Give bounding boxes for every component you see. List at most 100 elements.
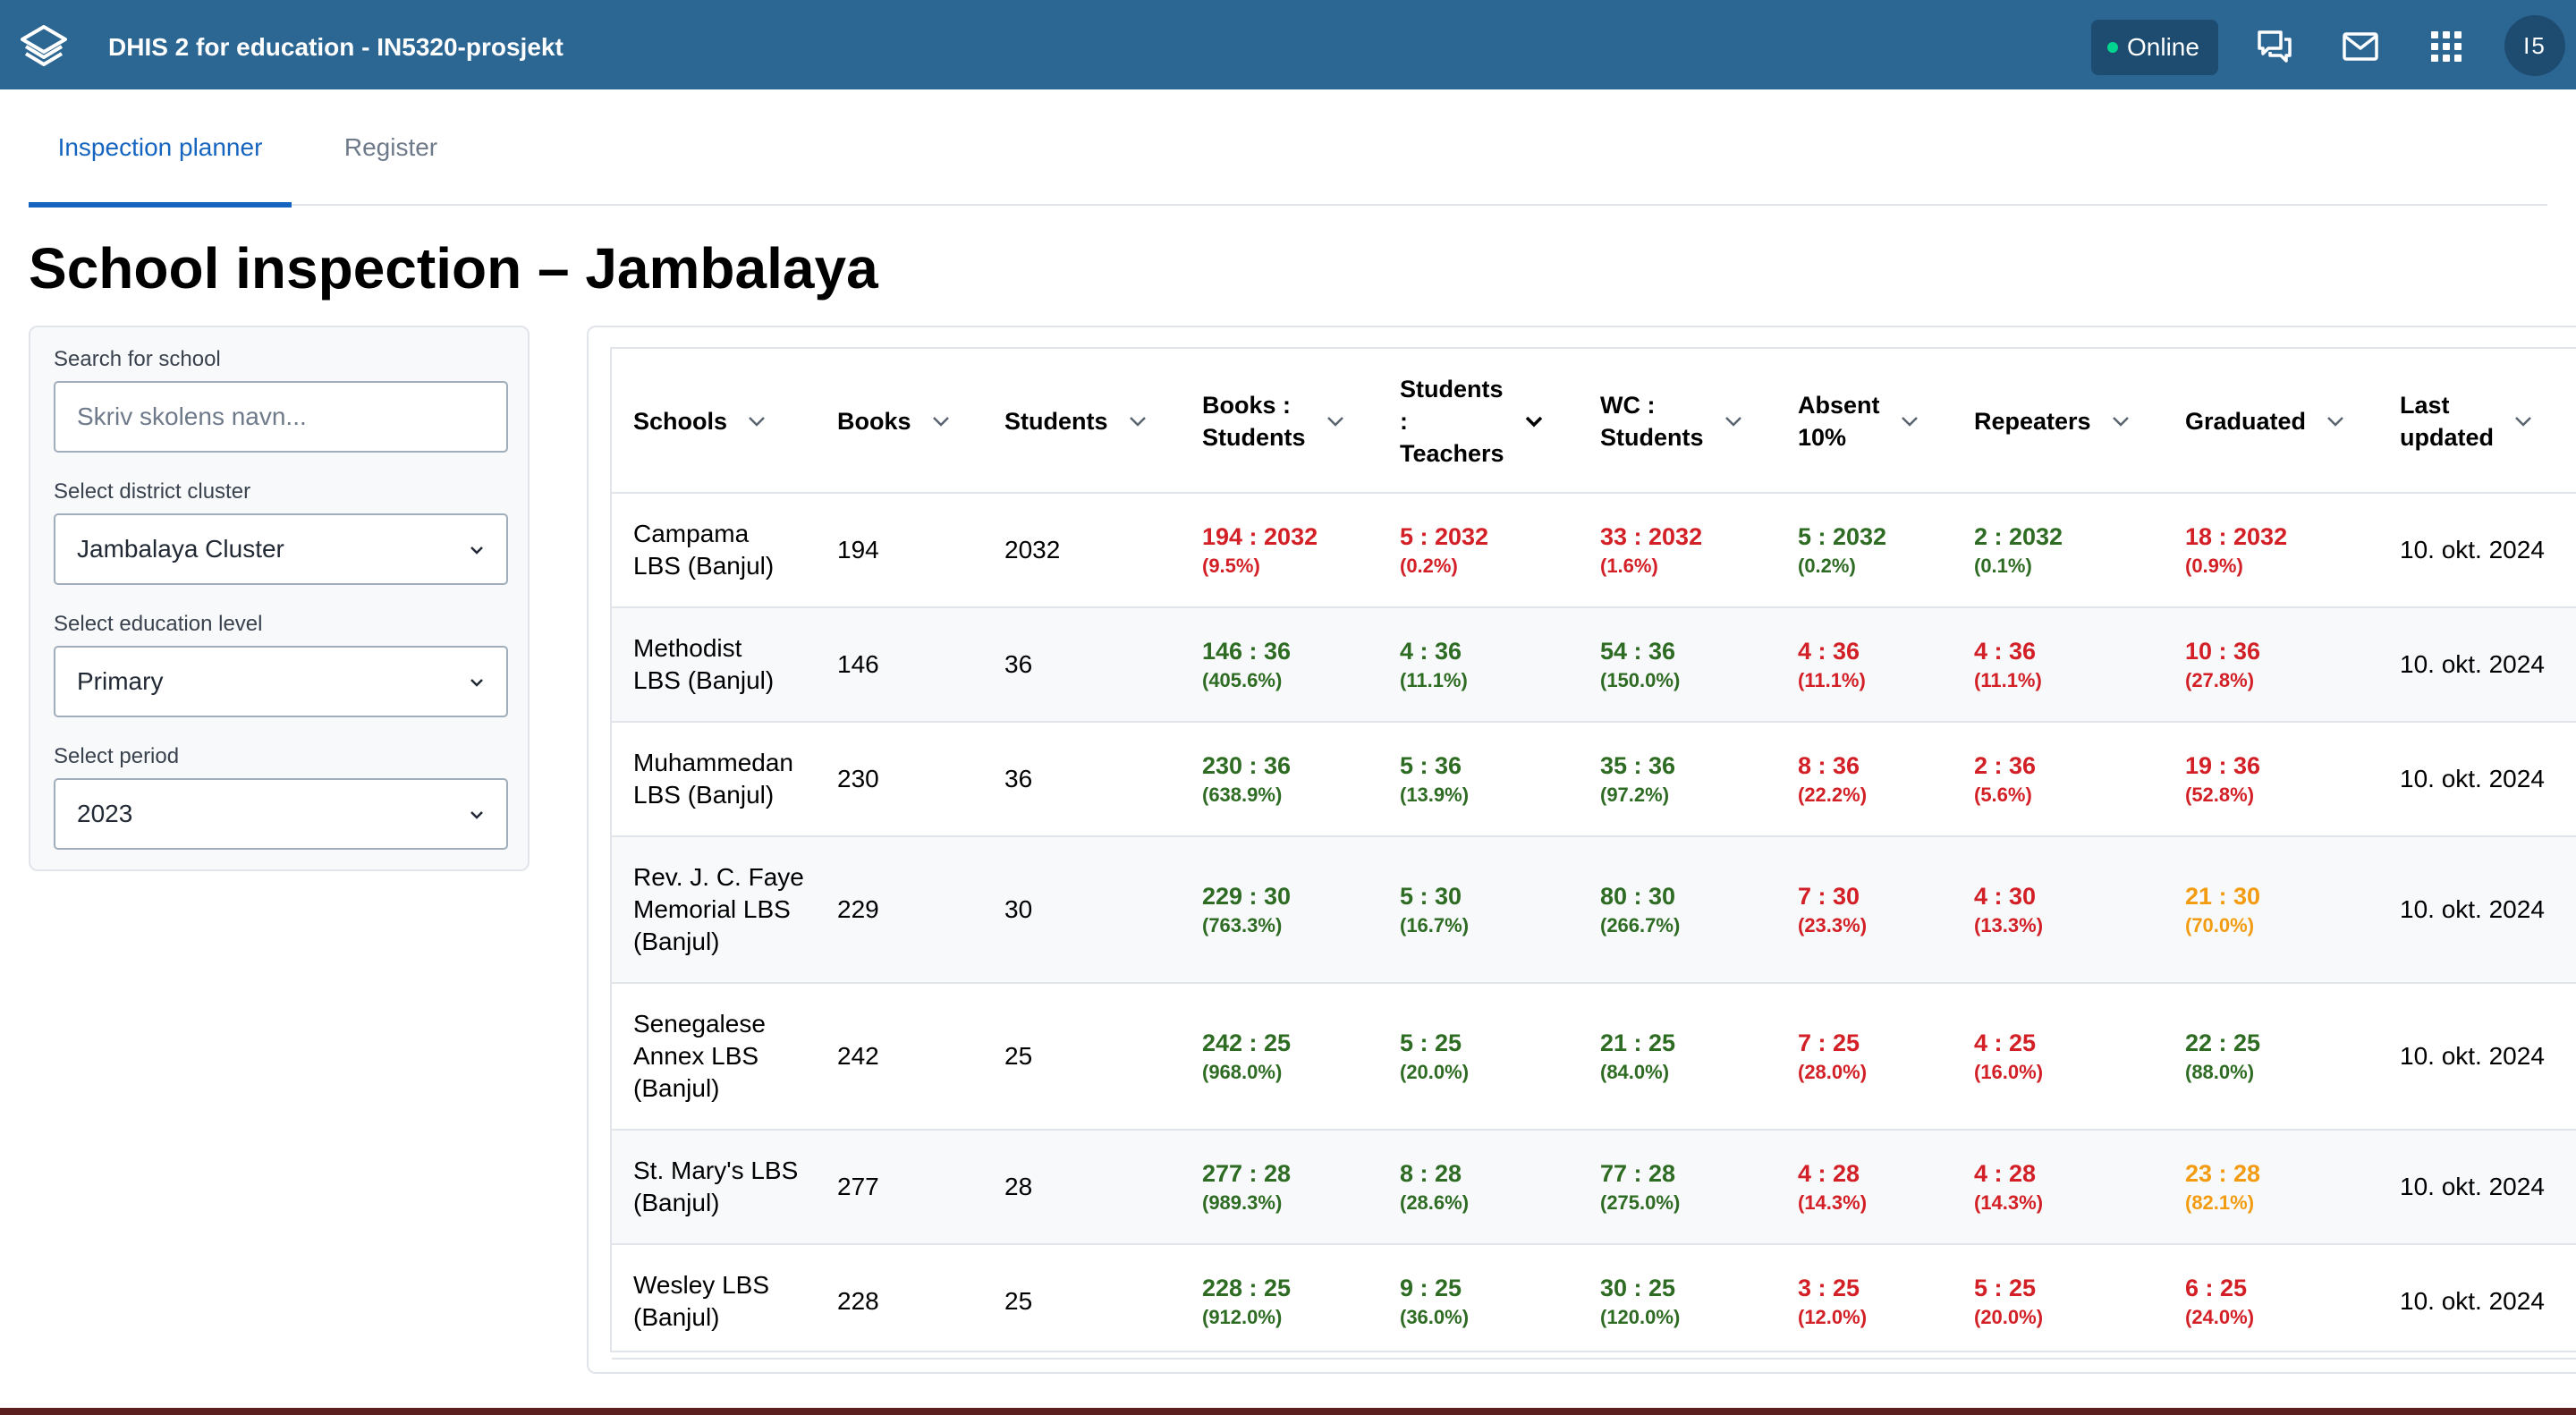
ratio-percent: (0.2%) [1400,555,1458,577]
books-cell: 277 [837,1173,879,1200]
ratio-cell-books-students: 228 : 25 (912.0%) [1202,1245,1394,1358]
column-header-label: Students : Teachers [1400,376,1504,467]
level-select-value: Primary [77,667,164,695]
last-updated-cell: 10. okt. 2024 [2400,765,2545,792]
ratio-value: 33 : 2032 (1.6%) [1600,521,1702,580]
ratio-cell-graduated: 6 : 25 (24.0%) [2185,1245,2395,1358]
school-name-cell: Rev. J. C. Faye Memorial LBS (Banjul) [633,863,804,955]
ratio-percent: (1.6%) [1600,555,1658,577]
ratio-value: 229 : 30 (763.3%) [1202,880,1291,939]
column-header-students-teachers[interactable]: Students : Teachers [1400,349,1592,494]
ratio-text: 9 : 25 [1400,1275,1462,1301]
column-header-books[interactable]: Books [837,349,998,494]
ratio-value: 23 : 28 (82.1%) [2185,1157,2260,1216]
column-header-students[interactable]: Students [1004,349,1197,494]
ratio-text: 5 : 2032 [1798,523,1887,550]
ratio-percent: (22.2%) [1798,784,1868,806]
mail-icon[interactable] [2338,24,2383,69]
sort-chevron-icon[interactable] [931,415,951,428]
ratio-value: 2 : 2032 (0.1%) [1974,521,2063,580]
column-header-schools[interactable]: Schools [633,349,830,494]
school-name-cell: Muhammedan LBS (Banjul) [633,749,793,809]
ratio-percent: (11.1%) [1798,669,1866,691]
sort-chevron-icon[interactable] [1524,415,1544,428]
user-avatar[interactable]: I5 [2504,15,2565,76]
ratio-text: 229 : 30 [1202,883,1292,910]
tab-inspection-planner[interactable]: Inspection planner [29,89,292,208]
sort-chevron-icon[interactable] [1900,415,1919,428]
ratio-value: 194 : 2032 (9.5%) [1202,521,1318,580]
column-header-label: Schools [633,408,728,435]
ratio-text: 18 : 2032 [2185,523,2288,550]
column-header-last-updated[interactable]: Last updated [2400,349,2576,494]
ratio-cell-wc-students: 77 : 28 (275.0%) [1600,1131,1792,1243]
ratio-cell-students-teachers: 5 : 2032 (0.2%) [1400,494,1592,606]
table-row: Muhammedan LBS (Banjul) 230 36 230 : 36 (638… [612,723,2576,837]
ratio-cell-wc-students: 80 : 30 (266.7%) [1600,837,1792,982]
ratio-value: 10 : 36 (27.8%) [2185,635,2260,694]
ratio-percent: (16.7%) [1400,914,1470,936]
top-bar: DHIS 2 for education - IN5320-prosjekt O… [0,0,2576,89]
school-name-cell: Campama LBS (Banjul) [633,520,775,580]
ratio-value: 6 : 25 (24.0%) [2185,1272,2254,1331]
ratio-percent: (14.3%) [1798,1191,1868,1214]
sort-chevron-icon[interactable] [2111,415,2131,428]
ratio-text: 4 : 36 [1400,638,1462,665]
column-header-repeaters[interactable]: Repeaters [1974,349,2180,494]
ratio-value: 5 : 2032 (0.2%) [1400,521,1488,580]
sort-chevron-icon[interactable] [747,415,767,428]
column-header-graduated[interactable]: Graduated [2185,349,2395,494]
ratio-text: 21 : 30 [2185,883,2261,910]
students-cell: 30 [1004,895,1033,923]
ratio-cell-wc-students: 35 : 36 (97.2%) [1600,723,1792,835]
ratio-text: 35 : 36 [1600,752,1676,779]
search-input[interactable] [77,402,470,431]
messages-icon[interactable] [2252,24,2297,69]
ratio-cell-graduated: 18 : 2032 (0.9%) [2185,494,2395,606]
table-row: Methodist LBS (Banjul) 146 36 146 : 36 (405.… [612,608,2576,723]
apps-grid-icon[interactable] [2424,24,2469,69]
ratio-value: 4 : 28 (14.3%) [1974,1157,2043,1216]
schools-table: Schools Books Students Books : Students Stud… [610,347,2576,1360]
period-label: Select period [54,744,180,768]
column-header-absent[interactable]: Absent 10% [1798,349,1968,494]
ratio-value: 4 : 36 (11.1%) [1400,635,1468,694]
sort-chevron-icon[interactable] [1128,415,1148,428]
ratio-cell-repeaters: 4 : 36 (11.1%) [1974,608,2180,721]
cluster-select-value: Jambalaya Cluster [77,535,284,563]
education-level-select[interactable]: Primary [54,646,508,717]
sort-chevron-icon[interactable] [2513,415,2533,428]
ratio-value: 7 : 25 (28.0%) [1798,1027,1867,1086]
ratio-cell-students-teachers: 8 : 28 (28.6%) [1400,1131,1592,1243]
ratio-percent: (0.1%) [1974,555,2032,577]
online-label: Online [2127,33,2199,61]
ratio-text: 80 : 30 [1600,883,1676,910]
sort-chevron-icon[interactable] [1724,415,1743,428]
ratio-value: 35 : 36 (97.2%) [1600,750,1675,809]
ratio-text: 6 : 25 [2185,1275,2248,1301]
sort-chevron-icon[interactable] [2326,415,2345,428]
students-cell: 36 [1004,650,1033,678]
last-updated-cell: 10. okt. 2024 [2400,1042,2545,1070]
ratio-percent: (0.2%) [1798,555,1856,577]
ratio-cell-repeaters: 4 : 25 (16.0%) [1974,984,2180,1129]
bottom-edge [0,1408,2576,1415]
column-header-books-students[interactable]: Books : Students [1202,349,1394,494]
ratio-text: 228 : 25 [1202,1275,1292,1301]
ratio-percent: (13.3%) [1974,914,2044,936]
level-label: Select education level [54,612,263,636]
ratio-text: 4 : 28 [1798,1160,1860,1187]
online-status-badge: Online [2091,20,2218,75]
ratio-value: 5 : 2032 (0.2%) [1798,521,1886,580]
ratio-percent: (11.1%) [1400,669,1468,691]
tab-register[interactable]: Register [343,133,438,161]
column-header-wc-students[interactable]: WC : Students [1600,349,1792,494]
dhis2-logo-icon[interactable] [20,24,68,69]
period-select[interactable]: 2023 [54,778,508,850]
ratio-value: 5 : 25 (20.0%) [1400,1027,1469,1086]
sort-chevron-icon[interactable] [1326,415,1345,428]
ratio-text: 19 : 36 [2185,752,2261,779]
cluster-select[interactable]: Jambalaya Cluster [54,513,508,585]
period-select-value: 2023 [77,800,133,827]
search-field[interactable] [54,381,508,453]
